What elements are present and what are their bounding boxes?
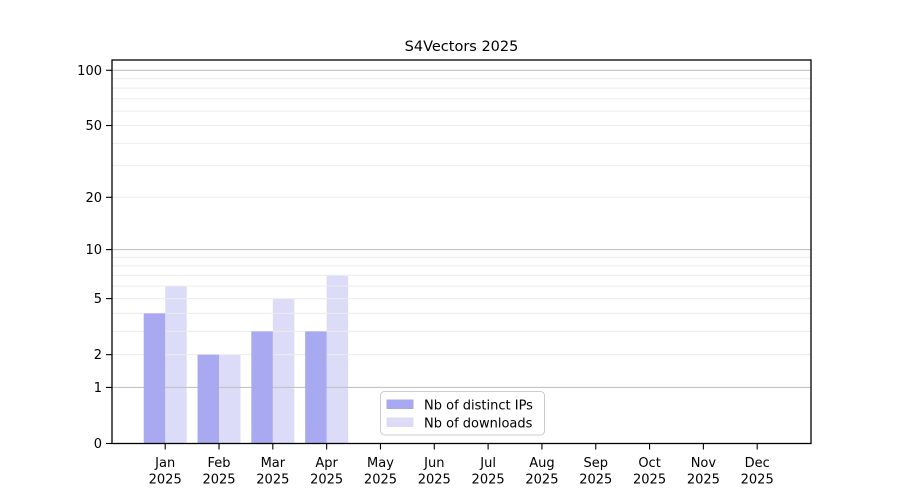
bar-downloads-apr	[326, 275, 349, 444]
bar-downloads-jan	[165, 286, 187, 444]
x-tick-label-month: Aug	[529, 456, 554, 471]
x-tick-label-year: 2025	[202, 473, 235, 488]
x-tick-label-month: Jan	[154, 456, 175, 471]
y-tick-label: 2	[94, 348, 102, 363]
x-tick-label-year: 2025	[579, 473, 612, 488]
y-tick-label: 100	[77, 64, 102, 79]
x-tick-label-year: 2025	[256, 473, 289, 488]
x-tick-label-month: Nov	[691, 456, 717, 471]
bar-downloads-feb	[219, 354, 241, 444]
x-tick-label-year: 2025	[472, 473, 505, 488]
x-tick-label-year: 2025	[741, 473, 774, 488]
legend-swatch-downloads	[386, 417, 414, 427]
legend-swatch-distinct-ips	[386, 399, 414, 409]
y-tick-label: 5	[94, 292, 102, 307]
x-tick-label-year: 2025	[364, 473, 397, 488]
x-tick-label-year: 2025	[633, 473, 666, 488]
x-tick-label-month: Apr	[315, 456, 338, 471]
x-tick-label-month: Sep	[583, 456, 608, 471]
x-axis-ticks: Jan 2025 Feb 2025 Mar 2025 Apr 2025 May 2025 Jun 20…	[149, 443, 774, 488]
gridlines	[112, 69, 811, 388]
bar-distinct-ips-apr	[305, 331, 327, 444]
x-tick-label-year: 2025	[149, 473, 182, 488]
legend-label-distinct-ips: Nb of distinct IPs	[424, 399, 533, 414]
plot-frame	[111, 59, 812, 445]
y-axis-ticks: 0 1 2 5 10 20 50 100	[77, 64, 112, 452]
bar-distinct-ips-feb	[197, 354, 220, 444]
y-tick-label: 50	[85, 119, 102, 134]
x-tick-label-month: Mar	[261, 456, 286, 471]
x-tick-label-year: 2025	[687, 473, 720, 488]
bar-downloads-mar	[272, 298, 295, 444]
y-tick-label: 10	[85, 243, 102, 258]
x-tick-label-year: 2025	[525, 473, 558, 488]
bars-downloads	[165, 275, 349, 444]
x-tick-label-month: Jul	[479, 456, 496, 471]
x-tick-label-month: May	[367, 456, 394, 471]
legend-label-downloads: Nb of downloads	[424, 417, 533, 432]
bars-distinct-ips	[143, 313, 327, 444]
x-tick-label-month: Jun	[423, 456, 444, 471]
y-tick-label: 1	[94, 381, 102, 396]
chart-title: S4Vectors 2025	[405, 39, 519, 55]
x-tick-label-month: Oct	[638, 456, 660, 471]
bar-distinct-ips-jan	[143, 313, 166, 444]
x-tick-label-month: Feb	[208, 456, 231, 471]
x-tick-label-year: 2025	[418, 473, 451, 488]
x-tick-label-month: Dec	[745, 456, 770, 471]
legend-box	[380, 391, 545, 436]
legend: Nb of distinct IPs Nb of downloads	[380, 391, 545, 436]
y-tick-label: 20	[85, 191, 102, 206]
bar-distinct-ips-mar	[251, 331, 273, 444]
x-tick-label-year: 2025	[310, 473, 343, 488]
y-tick-label: 0	[94, 437, 102, 452]
